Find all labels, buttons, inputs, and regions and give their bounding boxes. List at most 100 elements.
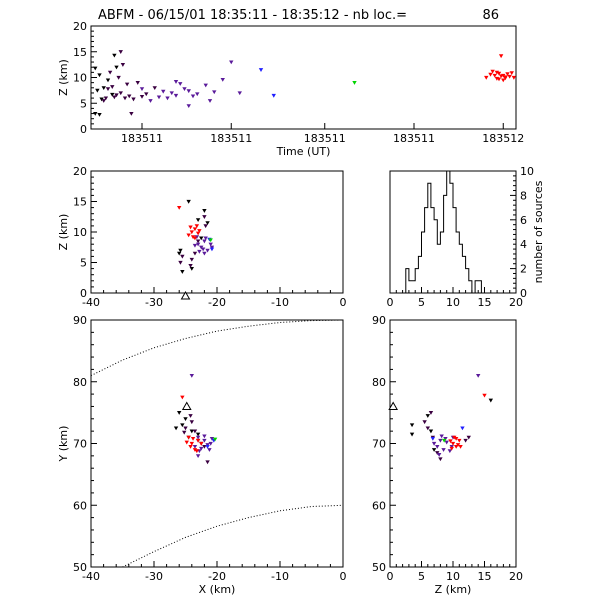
data-point — [189, 257, 194, 262]
data-point — [496, 77, 502, 82]
y-tick-label: 15 — [73, 46, 87, 59]
data-point — [352, 81, 357, 85]
data-point — [105, 78, 111, 83]
data-point — [208, 238, 213, 243]
data-point — [199, 236, 204, 241]
data-point — [189, 267, 194, 271]
data-point — [192, 251, 198, 256]
data-point — [97, 73, 102, 78]
data-point — [453, 436, 459, 441]
data-point — [165, 96, 170, 101]
data-point — [448, 439, 453, 444]
data-point — [509, 71, 514, 76]
y-tick-label: 60 — [372, 499, 386, 512]
height-histogram-panel: 0 2 4 6 8 10 0 5 10 15 20 number of sources — [387, 165, 546, 309]
data-point — [116, 75, 121, 80]
data-point — [511, 75, 517, 80]
data-point — [409, 432, 415, 437]
data-point — [192, 236, 198, 241]
x-tick-label: 0 — [340, 570, 347, 583]
data-point — [209, 247, 215, 252]
data-point — [188, 225, 193, 230]
data-point — [173, 93, 179, 98]
data-point — [110, 92, 115, 97]
y-tick-label: 10 — [73, 72, 87, 85]
data-point — [447, 449, 453, 454]
data-point — [182, 87, 187, 92]
x-tick-label: 15 — [478, 570, 492, 583]
time-height-panel: 0 5 10 15 20 183511 183511 183511 183511 183512 Ti… — [57, 20, 524, 158]
data-point — [180, 395, 185, 400]
data-point — [488, 398, 493, 403]
y-tick-label: 10 — [73, 226, 87, 239]
data-point — [189, 420, 194, 425]
data-point — [195, 435, 201, 440]
data-point — [205, 248, 210, 253]
data-point — [139, 87, 145, 92]
histogram-steps — [405, 170, 485, 294]
data-point — [186, 435, 191, 440]
data-point — [195, 239, 201, 244]
data-point — [188, 414, 193, 418]
y-tick-label: 60 — [73, 499, 87, 512]
x-tick-label: 10 — [446, 296, 460, 309]
x-tick-label: 183511 — [210, 132, 252, 145]
data-point — [189, 373, 194, 378]
chart-title: ABFM - 06/15/01 18:35:11 - 18:35:12 - nb… — [98, 8, 407, 23]
y-tick-label: 90 — [372, 314, 386, 327]
data-point — [409, 423, 415, 428]
data-point — [195, 454, 201, 459]
data-point — [152, 86, 157, 90]
data-point — [428, 429, 434, 434]
data-point — [492, 73, 497, 78]
data-point — [99, 97, 104, 102]
data-point — [237, 91, 242, 96]
data-point — [444, 440, 449, 445]
data-point — [271, 93, 276, 98]
data-point — [101, 86, 106, 90]
x-tick-label: -20 — [208, 296, 226, 309]
data-point — [124, 82, 130, 87]
y-tick-label: 20 — [73, 20, 87, 33]
data-point — [105, 87, 111, 92]
data-point — [202, 251, 207, 256]
data-point — [488, 72, 493, 77]
data-point — [453, 444, 459, 449]
y-tick-label: 20 — [73, 165, 87, 178]
data-point — [118, 91, 123, 96]
x-tick-label: 183511 — [121, 132, 163, 145]
data-point — [112, 95, 117, 100]
data-point — [178, 82, 183, 86]
y-tick-label: 8 — [520, 189, 527, 202]
y-tick-label: 6 — [520, 214, 527, 227]
data-point — [192, 243, 198, 248]
data-point — [455, 443, 461, 447]
data-point — [189, 230, 194, 235]
data-point — [182, 430, 187, 435]
data-point — [194, 224, 200, 229]
data-point — [148, 99, 153, 103]
data-point — [95, 88, 100, 93]
x-tick-label: 0 — [387, 570, 394, 583]
data-point — [438, 438, 443, 443]
data-point — [203, 83, 208, 88]
data-point — [195, 242, 201, 247]
y-tick-label: 50 — [372, 561, 386, 574]
x-axis-label: X (km) — [199, 583, 236, 596]
data-point — [202, 239, 207, 244]
data-point — [194, 235, 200, 240]
data-point — [476, 373, 481, 378]
x-tick-label: 183511 — [393, 132, 435, 145]
data-point — [212, 90, 217, 95]
data-point — [205, 221, 210, 226]
data-point — [161, 89, 166, 94]
y-axis-label: Z (km) — [57, 214, 70, 251]
data-point — [430, 436, 436, 441]
y-tick-label: 0 — [80, 123, 87, 136]
data-point — [139, 94, 145, 99]
data-point — [114, 93, 119, 98]
data-point — [190, 94, 196, 99]
data-point — [194, 449, 200, 454]
plan-view-panel: 50 60 70 80 90 -40 -30 -20 -10 0 X (km) Y (km) — [57, 314, 347, 596]
data-point — [93, 111, 98, 116]
